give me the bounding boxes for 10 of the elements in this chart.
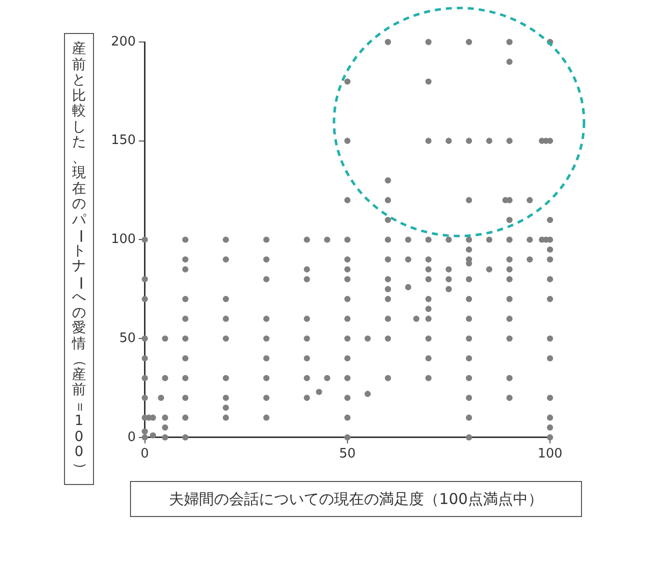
x-tick-label: 50 <box>339 446 356 462</box>
x-tick-label: 0 <box>140 446 149 462</box>
x-axis-title: 夫婦間の会話についての現在の満足度（100点満点中） <box>130 481 582 517</box>
y-tick-label: 150 <box>110 133 136 148</box>
x-tick-label: 100 <box>538 446 562 462</box>
y-tick-label: 200 <box>110 34 136 50</box>
y-tick-label: 0 <box>128 430 136 445</box>
text: 産前と比較した、現在のパートナーへの愛情（産前＝100） <box>72 41 88 476</box>
y-tick-label: 50 <box>119 330 136 346</box>
y-tick-label: 100 <box>110 232 136 248</box>
